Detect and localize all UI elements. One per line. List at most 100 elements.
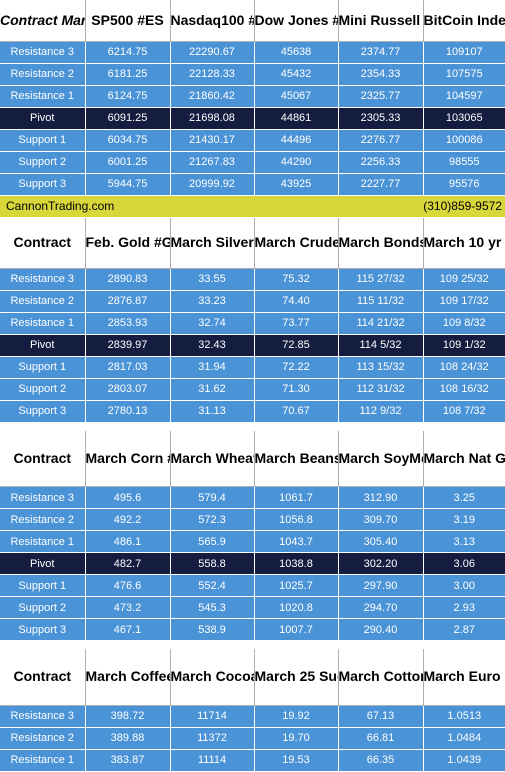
row-label: Resistance 2 <box>0 727 86 750</box>
cell-value: 31.94 <box>170 356 255 379</box>
cell-value: 558.8 <box>170 552 255 575</box>
column-header: March Bonds #ZB <box>338 217 424 269</box>
table-row: Resistance 2 6181.25 22128.33 45432 2354… <box>0 63 505 86</box>
table-row: Resistance 3 2890.83 33.55 75.32 115 27/… <box>0 268 505 291</box>
cell-value: 383.87 <box>85 749 171 771</box>
cell-value: 2354.33 <box>338 63 424 86</box>
column-header: March Beans #ZS <box>254 430 339 487</box>
cell-value: 2227.77 <box>338 173 424 196</box>
column-header: March 25 Sugar #SB <box>254 649 339 706</box>
row-label: Resistance 3 <box>0 41 86 64</box>
table-row: Pivot 2839.97 32.43 72.85 114 5/32 109 1… <box>0 334 505 357</box>
cell-value: 545.3 <box>170 596 255 619</box>
cell-value: 19.53 <box>254 749 339 771</box>
cell-value: 495.6 <box>85 486 171 509</box>
cell-value: 467.1 <box>85 618 171 641</box>
table-row: Pivot 6091.25 21698.08 44861 2305.33 103… <box>0 107 505 130</box>
column-header: March Silver #SI <box>170 217 255 269</box>
table-row: Resistance 2 2876.87 33.23 74.40 115 11/… <box>0 290 505 313</box>
row-label: Support 3 <box>0 173 86 196</box>
cell-value: 22290.67 <box>170 41 255 64</box>
row-label: Support 3 <box>0 618 86 641</box>
cell-value: 3.19 <box>423 508 505 531</box>
table-row: Resistance 1 6124.75 21860.42 45067 2325… <box>0 85 505 108</box>
column-header: March SoyMeal #ZM <box>338 430 424 487</box>
banner-cell: CannonTrading.com (310)859-9572 <box>0 195 505 218</box>
cell-value: 44496 <box>254 129 339 152</box>
cell-value: 98555 <box>423 151 505 174</box>
cell-value: 45432 <box>254 63 339 86</box>
cell-value: 565.9 <box>170 530 255 553</box>
cell-value: 66.81 <box>338 727 424 750</box>
column-header: March Wheat #ZW <box>170 430 255 487</box>
column-header: BitCoin Index #BRTI <box>423 0 505 42</box>
cell-value: 109 25/32 <box>423 268 505 291</box>
row-label: Pivot <box>0 334 86 357</box>
cell-value: 1.0439 <box>423 749 505 771</box>
cell-value: 2876.87 <box>85 290 171 313</box>
cell-value: 1007.7 <box>254 618 339 641</box>
header-row: Contract Feb. Gold #GC March Silver #SI … <box>0 217 505 269</box>
row-label: Support 2 <box>0 151 86 174</box>
cell-value: 2839.97 <box>85 334 171 357</box>
column-header: March Cotton #CT <box>338 649 424 706</box>
table-row: Resistance 3 6214.75 22290.67 45638 2374… <box>0 41 505 64</box>
section-gap <box>0 422 505 431</box>
cell-value: 2890.83 <box>85 268 171 291</box>
table-row: Resistance 2 492.2 572.3 1056.8 309.70 3… <box>0 508 505 531</box>
cell-value: 3.25 <box>423 486 505 509</box>
cell-value: 2817.03 <box>85 356 171 379</box>
row-label: Resistance 2 <box>0 63 86 86</box>
cell-value: 45638 <box>254 41 339 64</box>
row-label: Resistance 1 <box>0 312 86 335</box>
cell-value: 19.92 <box>254 705 339 728</box>
row-label: Resistance 2 <box>0 290 86 313</box>
cell-value: 44861 <box>254 107 339 130</box>
table-row: Support 3 5944.75 20999.92 43925 2227.77… <box>0 173 505 196</box>
row-label: Resistance 3 <box>0 705 86 728</box>
table-row: Support 1 476.6 552.4 1025.7 297.90 3.00 <box>0 574 505 597</box>
cell-value: 113 15/32 <box>338 356 424 379</box>
cell-value: 71.30 <box>254 378 339 401</box>
cell-value: 31.62 <box>170 378 255 401</box>
row-label: Resistance 1 <box>0 85 86 108</box>
cell-value: 2780.13 <box>85 400 171 423</box>
cell-value: 302.20 <box>338 552 424 575</box>
table-row: Resistance 2 389.88 11372 19.70 66.81 1.… <box>0 727 505 750</box>
cell-value: 32.43 <box>170 334 255 357</box>
banner-phone: (310)859-9572 <box>423 199 502 213</box>
table-row: Resistance 3 398.72 11714 19.92 67.13 1.… <box>0 705 505 728</box>
cell-value: 20999.92 <box>170 173 255 196</box>
header-row: Contract March Corn #ZC March Wheat #ZW … <box>0 430 505 487</box>
column-header: March Cocoa #CC <box>170 649 255 706</box>
table-row: Support 1 2817.03 31.94 72.22 113 15/32 … <box>0 356 505 379</box>
contract-header: Contract March 2024 <box>0 0 86 42</box>
cell-value: 21860.42 <box>170 85 255 108</box>
cell-value: 109 8/32 <box>423 312 505 335</box>
cell-value: 2.87 <box>423 618 505 641</box>
cell-value: 109 1/32 <box>423 334 505 357</box>
cell-value: 579.4 <box>170 486 255 509</box>
header-row: Contract March 2024 SP500 #ES Nasdaq100 … <box>0 0 505 42</box>
cell-value: 33.23 <box>170 290 255 313</box>
cell-value: 2853.93 <box>85 312 171 335</box>
cell-value: 21698.08 <box>170 107 255 130</box>
cell-value: 2305.33 <box>338 107 424 130</box>
cell-value: 70.67 <box>254 400 339 423</box>
cell-value: 305.40 <box>338 530 424 553</box>
cell-value: 100086 <box>423 129 505 152</box>
cell-value: 115 11/32 <box>338 290 424 313</box>
cell-value: 114 5/32 <box>338 334 424 357</box>
cell-value: 290.40 <box>338 618 424 641</box>
cell-value: 294.70 <box>338 596 424 619</box>
column-header: March Coffee #KC <box>85 649 171 706</box>
cell-value: 473.2 <box>85 596 171 619</box>
cell-value: 43925 <box>254 173 339 196</box>
row-label: Resistance 2 <box>0 508 86 531</box>
table-row: Support 2 473.2 545.3 1020.8 294.70 2.93 <box>0 596 505 619</box>
banner-website[interactable]: CannonTrading.com <box>6 199 115 213</box>
cell-value: 1038.8 <box>254 552 339 575</box>
cell-value: 486.1 <box>85 530 171 553</box>
cell-value: 44290 <box>254 151 339 174</box>
